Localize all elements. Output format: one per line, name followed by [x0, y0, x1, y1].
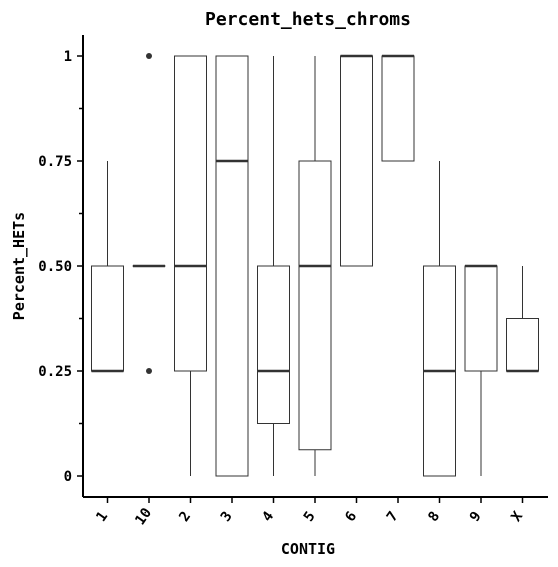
box-group-2 — [174, 55, 207, 476]
iqr-box — [298, 160, 332, 451]
x-tick-label: 2 — [176, 509, 194, 525]
iqr-box — [91, 265, 124, 372]
x-axis: 1 10 2 3 4 5 6 7 8 9 X — [93, 497, 527, 528]
outlier-point — [146, 368, 152, 374]
x-tick-label: 10 — [132, 505, 155, 528]
box-group-9 — [464, 264, 498, 476]
outlier-point — [146, 53, 152, 59]
y-tick-label: 1 — [64, 49, 72, 65]
box-group-10 — [132, 53, 166, 374]
box-group-6 — [340, 54, 373, 267]
box-group-8 — [423, 161, 456, 477]
iqr-box — [464, 265, 498, 372]
x-tick-label: 4 — [259, 509, 277, 525]
x-tick-label: 6 — [342, 509, 360, 525]
box-group-5 — [298, 56, 332, 476]
box-group-7 — [381, 54, 415, 162]
y-tick-label: 0.25 — [38, 364, 72, 380]
box-group-1 — [91, 161, 124, 373]
y-tick-label: 0.50 — [38, 259, 72, 275]
y-axis: 0 0.25 0.50 0.75 1 — [38, 49, 83, 485]
iqr-box — [506, 318, 539, 372]
x-axis-label: CONTIG — [281, 540, 335, 558]
iqr-box — [257, 265, 290, 424]
x-tick-label: 1 — [93, 509, 111, 525]
y-axis-label: Percent_HETs — [10, 212, 28, 320]
x-tick-label: 9 — [467, 509, 485, 525]
x-tick-label: 8 — [425, 509, 443, 525]
x-tick-label: 3 — [218, 509, 236, 525]
plot-area — [91, 53, 539, 477]
box-group-3 — [215, 55, 249, 477]
y-tick-label: 0.75 — [38, 154, 72, 170]
x-tick-label: X — [508, 508, 526, 525]
box-group-4 — [257, 56, 290, 476]
iqr-box — [340, 55, 373, 267]
x-tick-label: 7 — [384, 509, 402, 525]
iqr-box — [215, 55, 249, 477]
iqr-box — [174, 55, 207, 372]
x-tick-label: 5 — [301, 509, 319, 525]
chart-title: Percent_hets_chroms — [205, 9, 411, 30]
y-tick-label: 0 — [64, 469, 72, 485]
iqr-box — [381, 55, 415, 162]
box-group-X — [506, 266, 539, 373]
